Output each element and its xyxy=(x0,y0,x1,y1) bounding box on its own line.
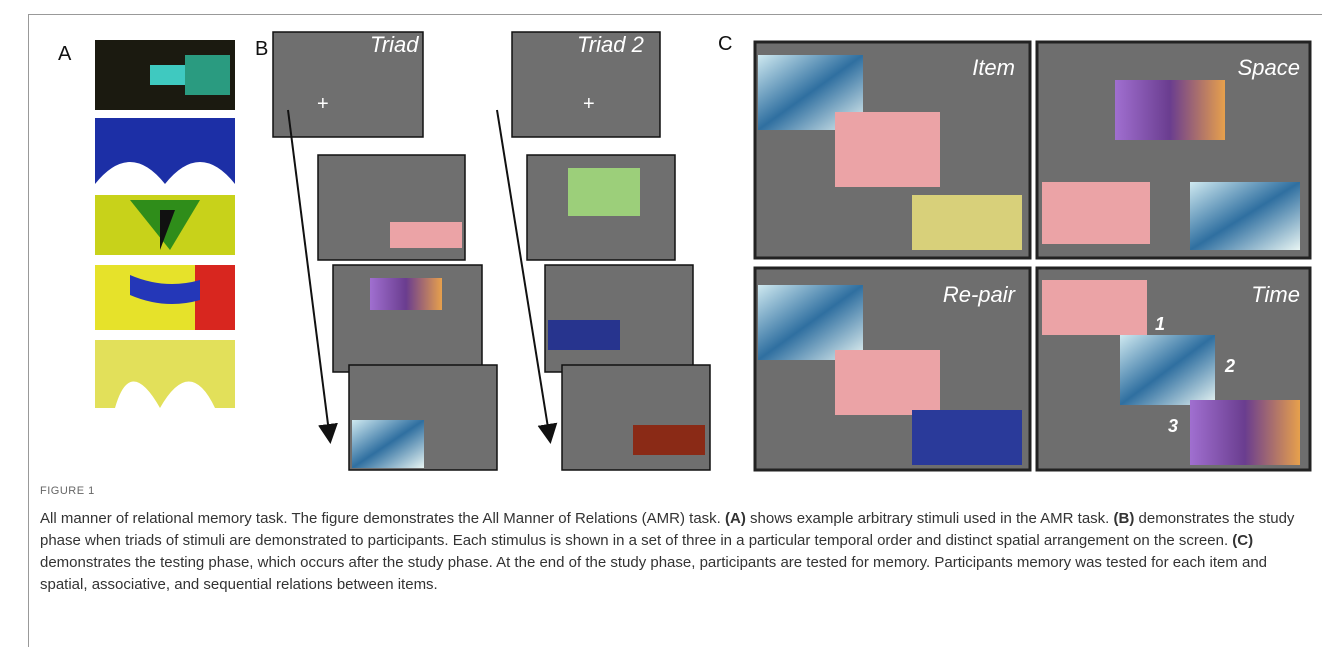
figure: A B Triad 1 + Triad 2 + C Item Space Re-… xyxy=(0,0,1322,480)
caption-text: All manner of relational memory task. Th… xyxy=(40,508,1310,596)
screen xyxy=(545,265,693,372)
figure-label: FIGURE 1 xyxy=(40,480,1310,502)
caption-ref: (B) xyxy=(1114,510,1135,527)
fixation: + xyxy=(317,93,329,115)
stimulus xyxy=(568,168,640,216)
stimuli-column xyxy=(95,40,235,408)
stimulus xyxy=(390,222,462,248)
page: A B Triad 1 + Triad 2 + C Item Space Re-… xyxy=(0,0,1322,646)
caption-intro: All manner of relational memory task. Th… xyxy=(40,510,721,527)
order-label: 3 xyxy=(1168,416,1178,436)
order-label: 1 xyxy=(1155,314,1165,334)
triad-title: Triad 2 xyxy=(577,32,644,57)
panel-label: C xyxy=(718,33,732,55)
condition-label: Item xyxy=(972,55,1015,80)
stimulus xyxy=(352,420,424,468)
stimulus xyxy=(633,425,705,455)
caption: FIGURE 1 All manner of relational memory… xyxy=(40,480,1310,596)
condition-label: Space xyxy=(1238,55,1300,80)
panel-label: B xyxy=(255,38,268,60)
stimulus xyxy=(370,278,442,310)
caption-item: demonstrates the testing phase, which oc… xyxy=(40,554,1267,593)
caption-ref: (C) xyxy=(1232,532,1253,549)
caption-item: shows example arbitrary stimuli used in … xyxy=(750,510,1109,527)
panel-label: A xyxy=(58,43,72,65)
caption-ref: (A) xyxy=(725,510,746,527)
triad-title: Triad 1 xyxy=(370,32,437,57)
fixation: + xyxy=(583,93,595,115)
condition-label: Re-pair xyxy=(943,282,1017,307)
order-label: 2 xyxy=(1224,356,1235,376)
stimulus xyxy=(548,320,620,350)
condition-label: Time xyxy=(1251,282,1300,307)
